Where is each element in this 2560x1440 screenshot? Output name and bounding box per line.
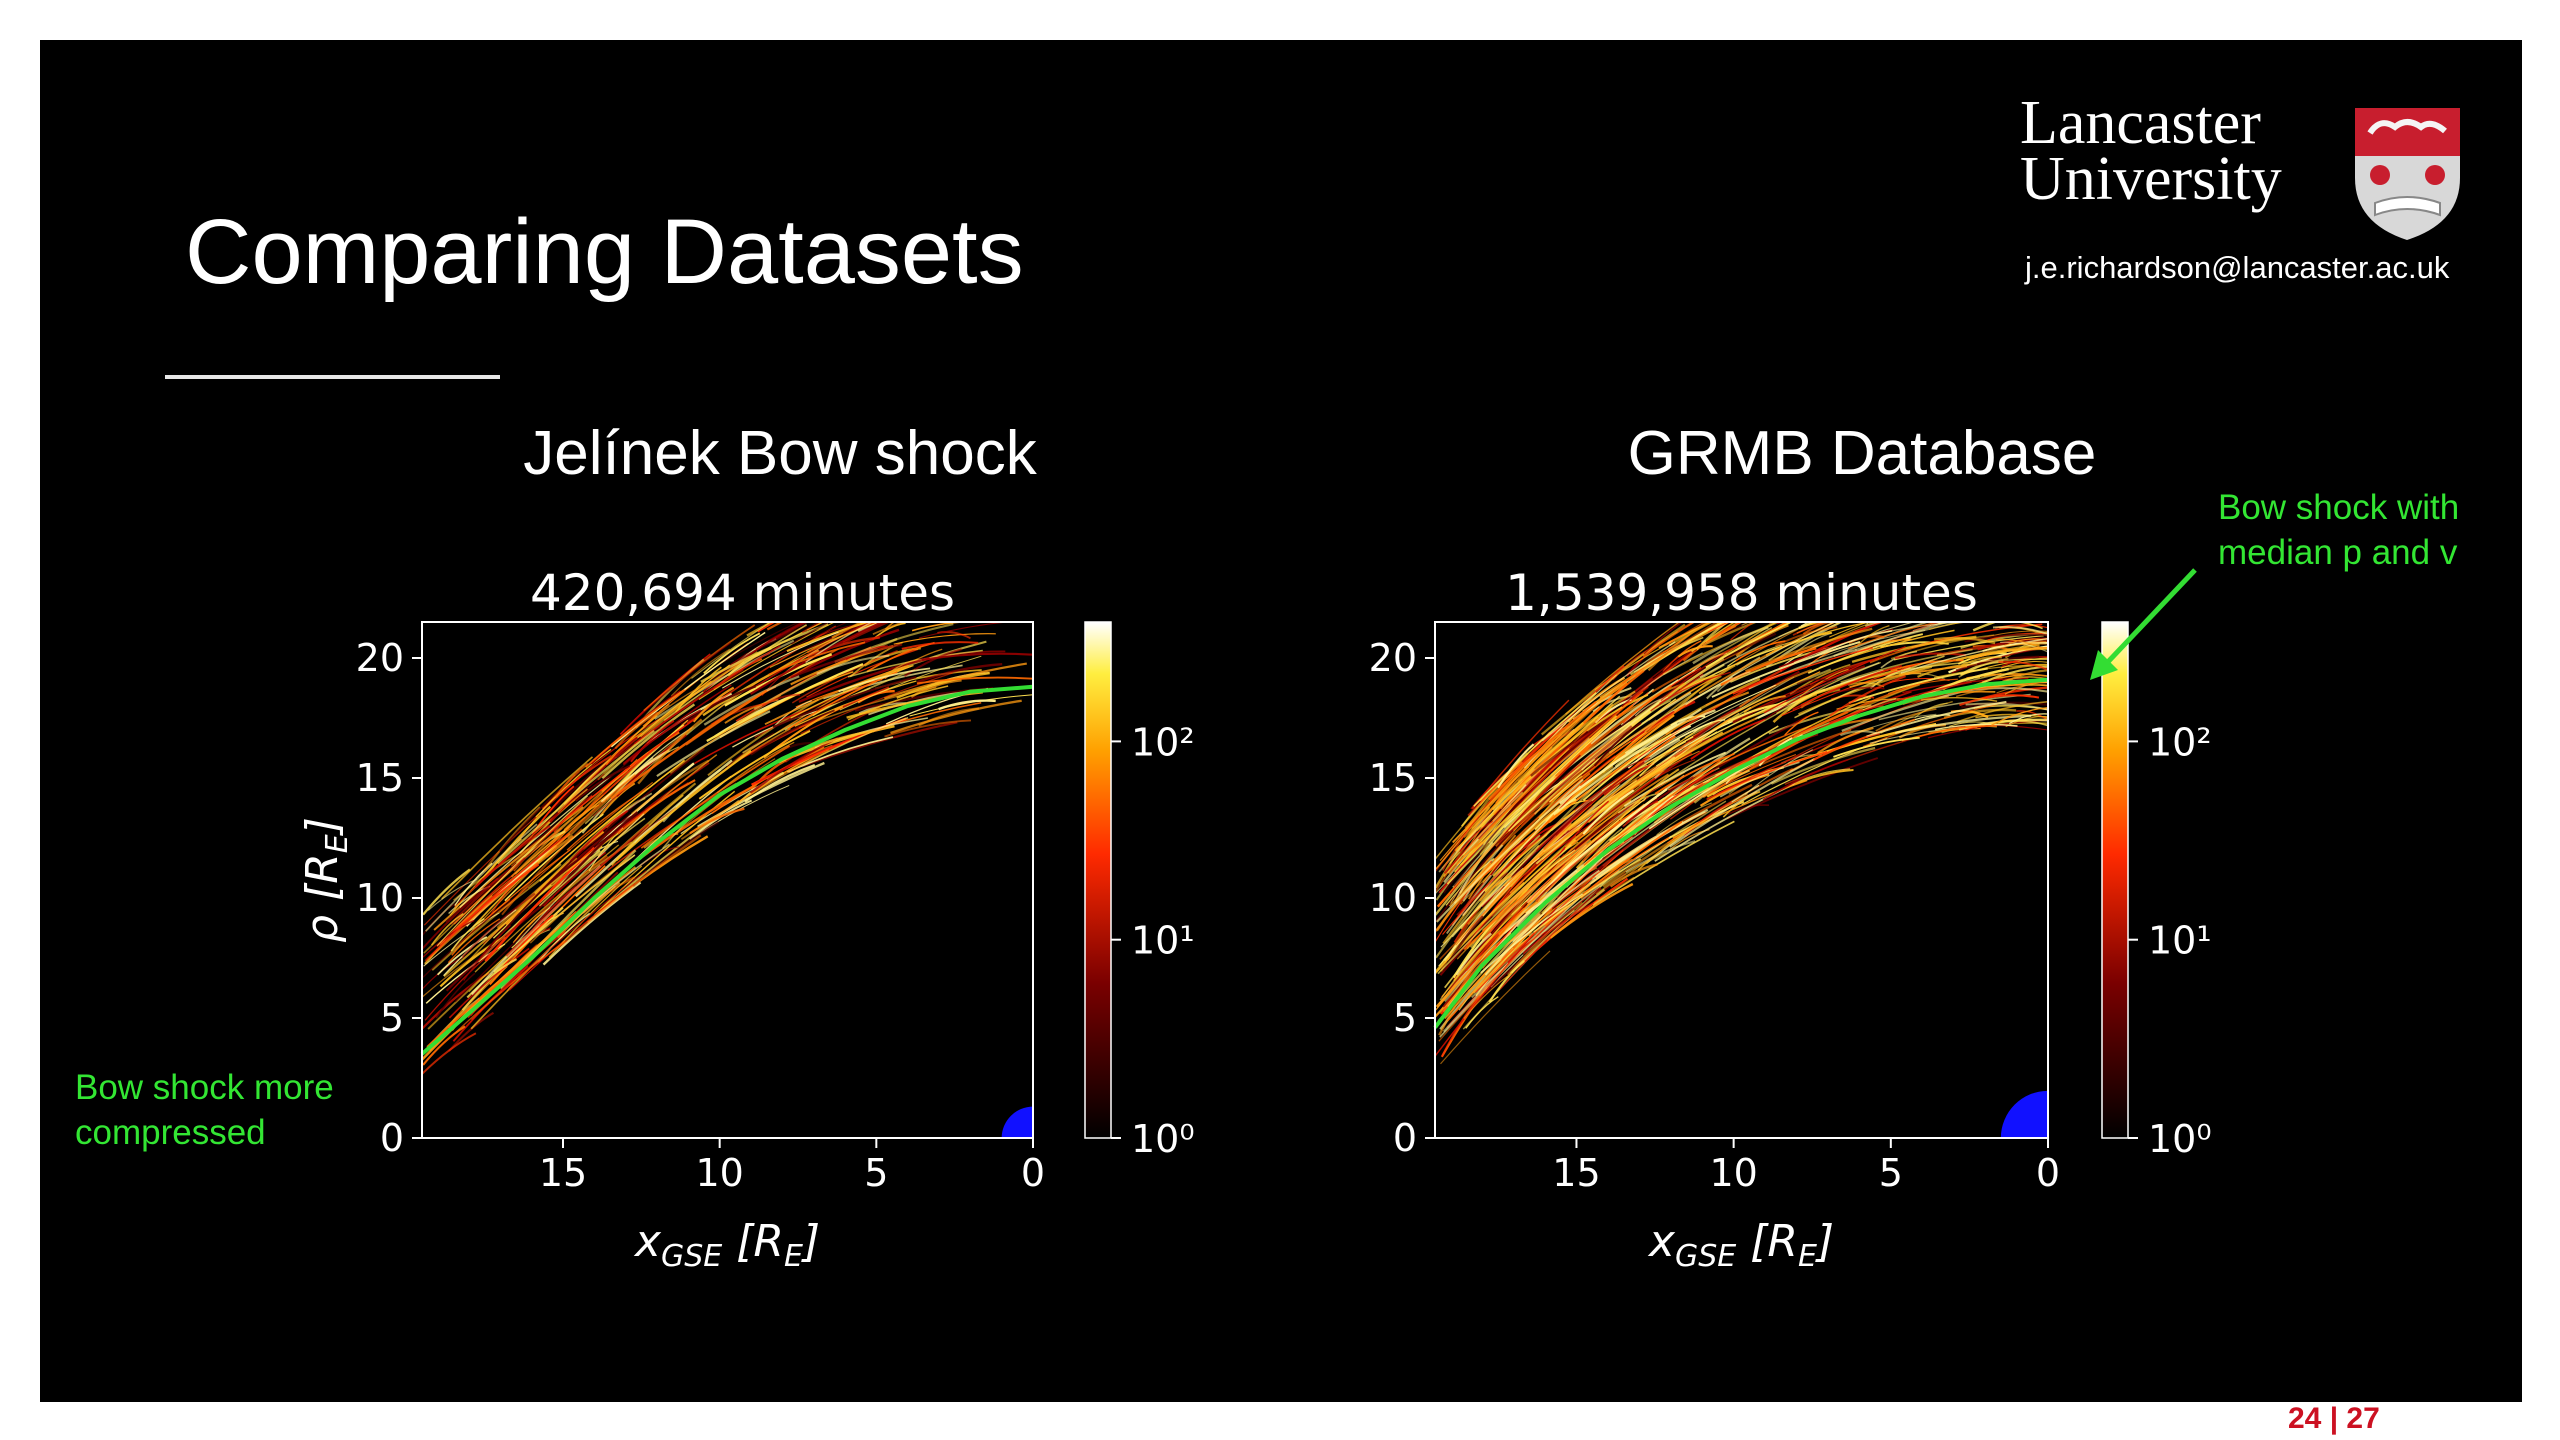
university-logo: Lancaster University — [2020, 89, 2480, 285]
y-tick-label: 0 — [1393, 1116, 1417, 1160]
x-tick-label: 0 — [1021, 1151, 1045, 1195]
x-axis-label: xGSE [RE] — [1647, 1216, 1834, 1274]
x-tick-label: 5 — [1879, 1151, 1903, 1195]
colorbar-tick-label: 10⁰ — [2148, 1117, 2212, 1161]
colorbar-tick-label: 10⁰ — [1131, 1117, 1195, 1161]
bow-shock-curve — [420, 684, 1034, 1056]
annotation-compressed: Bow shock more compressed — [75, 1065, 334, 1155]
logo-line-2: University — [2020, 145, 2282, 213]
plot-frame — [1434, 621, 2049, 1139]
y-tick-label: 0 — [380, 1116, 404, 1160]
chart-title: 420,694 minutes — [530, 564, 955, 622]
x-axis-label: xGSE [RE] — [633, 1216, 820, 1274]
y-tick-label: 15 — [356, 756, 404, 800]
plot-frame — [421, 621, 1034, 1139]
annotation-right-line-1: Bow shock with — [2218, 488, 2460, 527]
chart-1: 420,694 minutes 15 10 5 0 0 5 10 15 20 xGSE [RE] ρ … — [297, 564, 1195, 1274]
y-tick-label: 10 — [1369, 876, 1417, 920]
y-tick-label: 20 — [356, 636, 404, 680]
slide: Comparing Datasets Lancaster University … — [40, 40, 2522, 1402]
annotation-arrow — [2090, 568, 2197, 680]
y-tick-label: 20 — [1369, 636, 1417, 680]
y-axis-label: ρ [RE] — [297, 817, 355, 943]
footer-bar — [0, 1402, 2560, 1440]
logo-text: Lancaster University — [2020, 89, 2282, 213]
annotation-left-line-1: Bow shock more — [75, 1068, 334, 1107]
x-tick-label: 15 — [1552, 1151, 1600, 1195]
slide-title: Comparing Datasets — [185, 201, 1024, 303]
annotation-median: Bow shock with median p and v — [2218, 485, 2459, 575]
shield-icon — [2355, 108, 2460, 240]
x-tick-label: 10 — [1709, 1151, 1757, 1195]
x-tick-label: 10 — [695, 1151, 743, 1195]
colorbar-tick-label: 10¹ — [2148, 919, 2212, 963]
page-number: 24 | 27 — [2288, 1402, 2380, 1435]
y-tick-label: 5 — [1393, 996, 1417, 1040]
colorbar-tick-label: 10¹ — [1131, 919, 1195, 963]
chart-title: 1,539,958 minutes — [1505, 564, 1978, 622]
colorbar-tick-label: 10² — [2148, 720, 2212, 764]
earth-marker — [1001, 1106, 1033, 1138]
y-tick-label: 15 — [1369, 756, 1417, 800]
bow-shock-curve — [1433, 677, 2049, 1029]
x-tick-label: 5 — [864, 1151, 888, 1195]
panel-heading-right: GRMB Database — [1627, 419, 2097, 488]
logo-line-1: Lancaster — [2020, 89, 2261, 157]
annotation-left-line-2: compressed — [75, 1113, 266, 1152]
y-tick-label: 10 — [356, 876, 404, 920]
earth-marker — [2000, 1090, 2048, 1138]
panel-heading-left: Jelínek Bow shock — [523, 419, 1037, 488]
charts-canvas: 420,694 minutes 15 10 5 0 0 5 10 15 20 xGSE [RE] ρ … — [297, 564, 2212, 1274]
colorbar — [2101, 621, 2129, 1139]
title-underline — [165, 375, 500, 379]
colorbar-tick-label: 10² — [1131, 720, 1195, 764]
x-tick-label: 0 — [2036, 1151, 2060, 1195]
y-tick-label: 5 — [380, 996, 404, 1040]
heatmap-traces — [422, 622, 1033, 1075]
x-tick-label: 15 — [539, 1151, 587, 1195]
author-email: j.e.richardson@lancaster.ac.uk — [2025, 250, 2450, 285]
chart-2: 1,539,958 minutes 15 10 5 0 0 5 10 15 20 xGSE [RE]… — [1369, 564, 2212, 1274]
annotation-right-line-2: median p and v — [2218, 533, 2458, 572]
colorbar — [1084, 621, 1112, 1139]
